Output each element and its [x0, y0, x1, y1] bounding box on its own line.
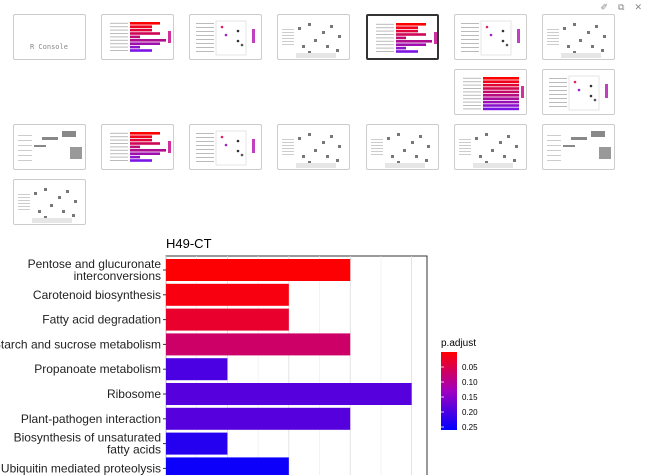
y-tick-label-line: Starch and sucrose metabolism [0, 337, 161, 351]
legend-tick-label: 0.10 [462, 378, 478, 387]
y-tick-label: Biosynthesis of unsaturated fatty acids [14, 431, 161, 457]
plot-history-thumbnails: R Console [0, 0, 650, 230]
broom-icon[interactable]: ✐ [600, 2, 609, 12]
enrichment-barplot: H49-CT Pentose and glucuronate interconve… [0, 236, 478, 475]
bar [166, 383, 412, 405]
plot-thumbnail[interactable] [13, 124, 86, 170]
thumbnail-preview [461, 20, 520, 56]
y-tick-label-line: Fatty acid degradation [42, 313, 161, 327]
y-tick-label-line: Pentose and glucuronate [28, 257, 162, 271]
y-tick-label-line: Propanoate metabolism [34, 362, 161, 376]
thumbnail-preview [110, 22, 171, 52]
thumbnail-preview [376, 23, 437, 53]
thumbnail-preview [196, 130, 255, 166]
console-thumbnail-label: R Console [30, 43, 68, 51]
thumbnail-preview [371, 133, 430, 168]
legend-tick-label: 0.20 [462, 408, 478, 417]
plot-thumbnail[interactable] [277, 14, 350, 60]
thumbnail-preview [549, 75, 608, 111]
plot-thumbnail[interactable] [366, 14, 439, 60]
plot-thumbnail[interactable] [542, 69, 615, 115]
plot-thumbnail[interactable] [542, 124, 615, 170]
legend-ticks: 0.05 0.10 0.15 0.20 0.25 [441, 363, 478, 432]
y-tick-label-line: Biosynthesis of unsaturated [14, 431, 161, 445]
thumbnail-preview [18, 131, 82, 161]
thumbnail-preview [463, 77, 524, 111]
plot-thumbnail[interactable] [189, 14, 262, 60]
y-tick-label: Plant-pathogen interaction [21, 412, 161, 426]
plot-thumbnail[interactable]: R Console [13, 14, 86, 60]
legend-title: p.adjust [441, 338, 476, 349]
y-tick-label-line: Plant-pathogen interaction [21, 412, 161, 426]
popout-icon[interactable]: ⧉ [618, 2, 625, 12]
thumbnail-preview [282, 133, 341, 168]
y-tick-label: Pentose and glucuronate interconversions [28, 257, 162, 283]
chart-title: H49-CT [166, 236, 212, 251]
plot-thumbnail[interactable] [13, 179, 86, 225]
bar [166, 333, 351, 356]
y-tick-label-line: Ubiquitin mediated proteolysis [1, 461, 161, 475]
bar [166, 432, 228, 455]
legend-colorbar [441, 352, 457, 430]
thumbnail-preview [459, 133, 518, 168]
y-tick-label: Starch and sucrose metabolism [0, 337, 161, 351]
y-tick-label-line: Carotenoid biosynthesis [33, 288, 161, 302]
plot-thumbnail[interactable] [101, 124, 174, 170]
bars [166, 259, 412, 475]
plot-thumbnail[interactable] [454, 69, 527, 115]
thumbnail-preview [547, 131, 611, 161]
bar [166, 259, 351, 281]
plot-thumbnail[interactable] [454, 14, 527, 60]
plot-thumbnail[interactable] [101, 14, 174, 60]
y-tick-label: Ribosome [107, 387, 161, 401]
y-tick-label-line: interconversions [74, 269, 161, 283]
thumbnail-preview [196, 20, 255, 56]
y-tick-label-line: fatty acids [107, 443, 161, 457]
bar [166, 358, 228, 381]
legend-tick-label: 0.15 [462, 393, 478, 402]
plot-thumbnail[interactable] [366, 124, 439, 170]
legend-tick-label: 0.25 [462, 423, 478, 432]
bar [166, 308, 289, 331]
y-tick-label: Fatty acid degradation [42, 313, 161, 327]
plot-thumbnail[interactable] [277, 124, 350, 170]
color-legend: p.adjust 0.05 0.10 0.15 0.20 0.25 [441, 338, 478, 432]
plot-thumbnail[interactable] [454, 124, 527, 170]
thumbnail-preview [282, 23, 341, 58]
thumbnail-preview [547, 23, 606, 58]
legend-tick-label: 0.05 [462, 363, 478, 372]
plot-thumbnail[interactable] [542, 14, 615, 60]
y-tick-label: Ubiquitin mediated proteolysis [1, 461, 161, 475]
plot-pane-toolbar: ✐ ⧉ ✕ [600, 0, 642, 14]
plot-thumbnail[interactable] [189, 124, 262, 170]
bar [166, 457, 289, 475]
thumbnail-preview [18, 188, 77, 223]
close-icon[interactable]: ✕ [634, 2, 642, 12]
thumbnail-preview [110, 132, 171, 162]
y-axis-labels: Pentose and glucuronate interconversions C… [0, 257, 166, 475]
bar [166, 283, 289, 306]
y-tick-label: Propanoate metabolism [34, 362, 161, 376]
y-tick-label-line: Ribosome [107, 387, 161, 401]
y-tick-label: Carotenoid biosynthesis [33, 288, 161, 302]
bar [166, 407, 351, 430]
